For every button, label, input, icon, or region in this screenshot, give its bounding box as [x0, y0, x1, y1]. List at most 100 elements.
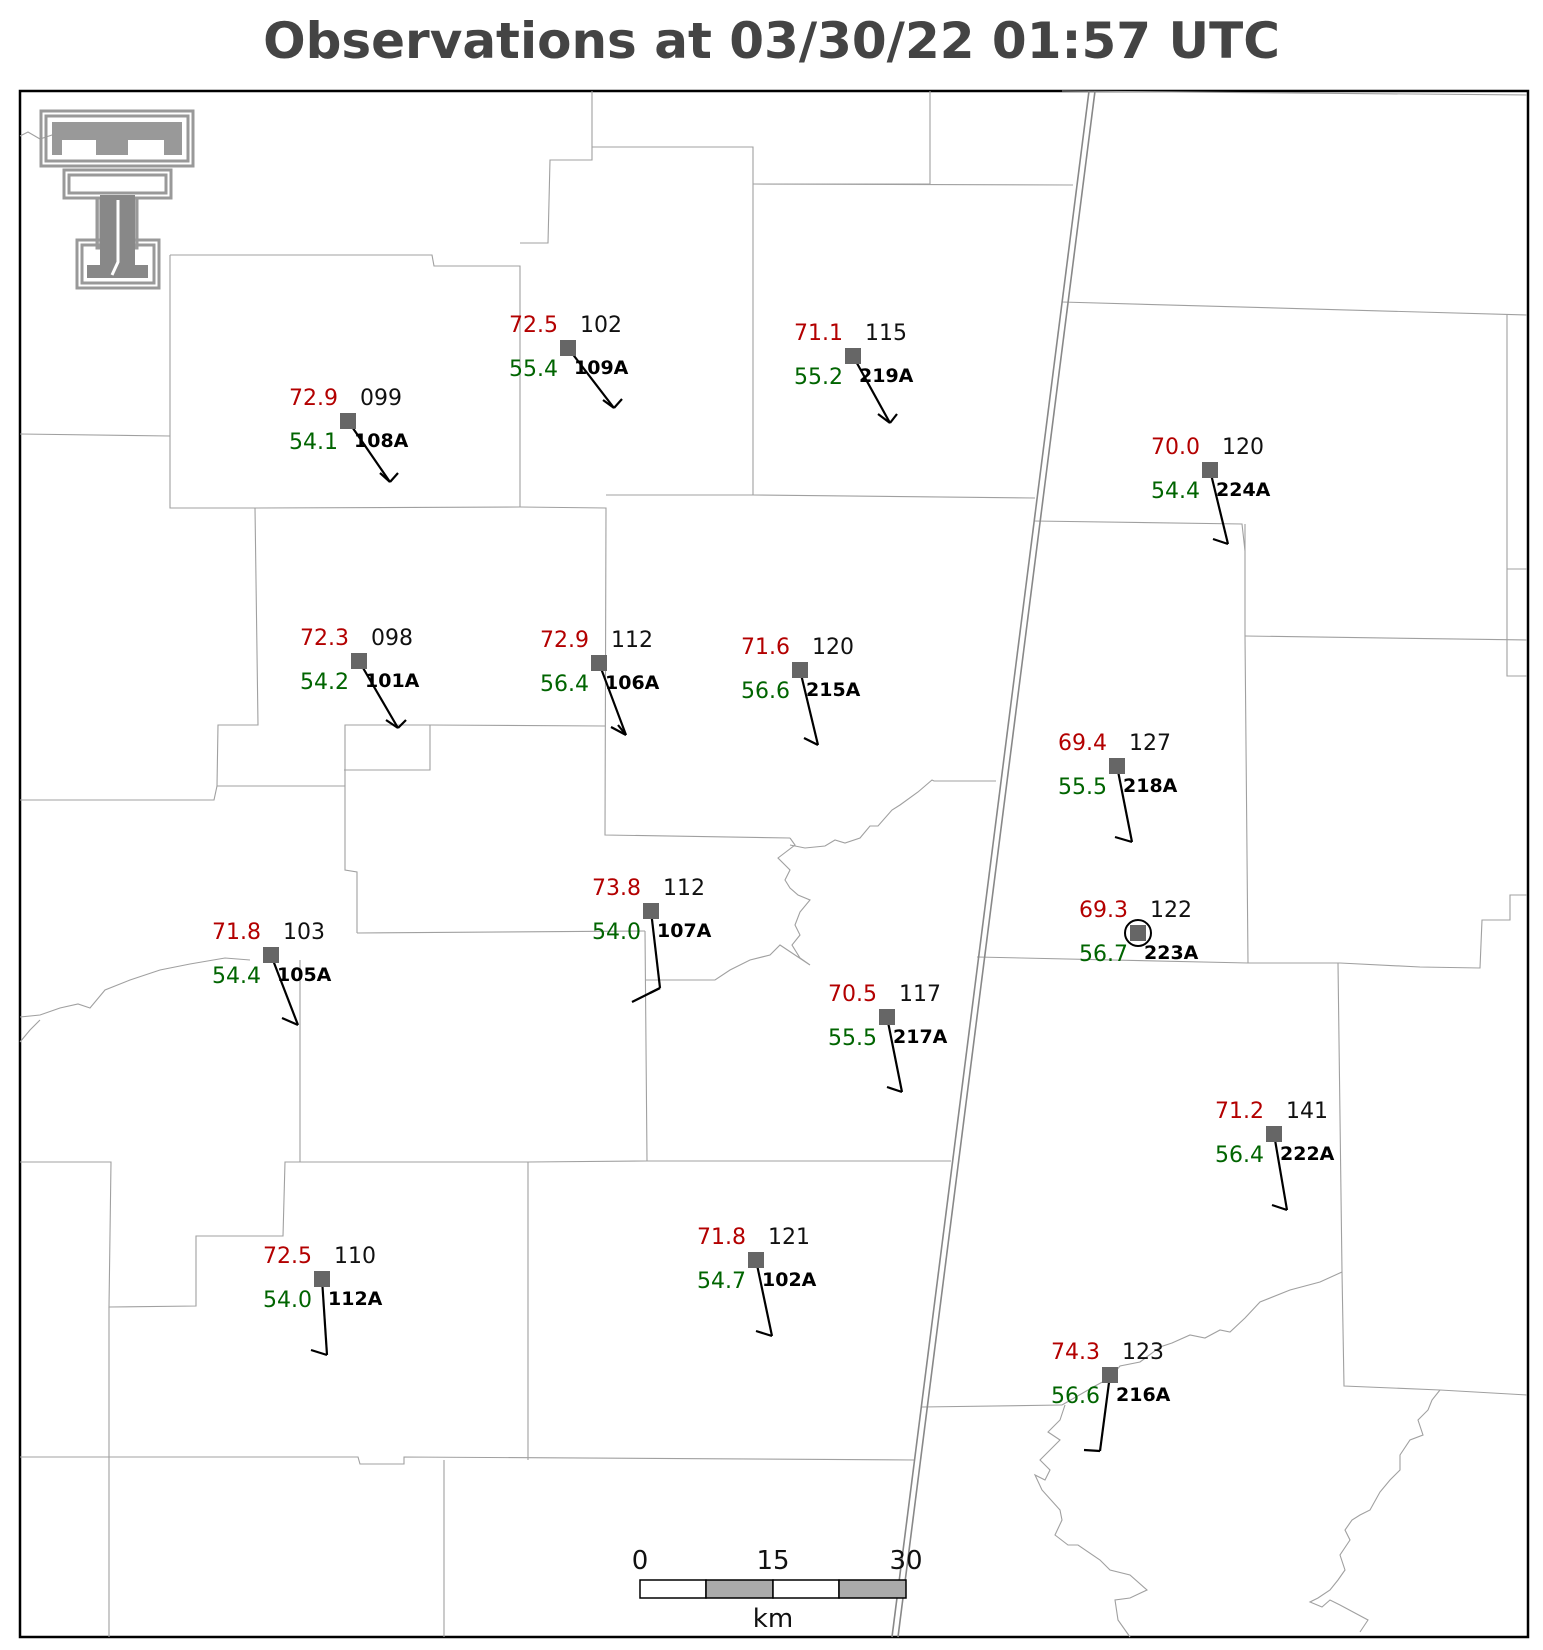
- wind-barb-staff: [269, 954, 300, 1026]
- stations-layer: 72.9 099 54.1 108A 72.5 102 55.4 109A 71.1 115 55.…: [212, 313, 1335, 1453]
- temperature-label: 71.1: [794, 321, 843, 346]
- wind-barb-staff: [649, 910, 662, 989]
- dewpoint-label: 56.7: [1079, 942, 1128, 967]
- wind-barb: [649, 987, 661, 994]
- station-219A: 71.1 115 55.2 219A: [794, 321, 914, 424]
- pressure-label: 115: [865, 321, 907, 346]
- dewpoint-label: 54.2: [300, 670, 349, 695]
- temperature-label: 71.8: [212, 920, 261, 945]
- station-marker: [1266, 1126, 1282, 1142]
- wind-barb: [389, 472, 399, 483]
- temperature-label: 72.5: [263, 1244, 312, 1269]
- wind-barb-staff: [1115, 765, 1134, 843]
- station-marker: [879, 1009, 895, 1025]
- temperature-label: 72.9: [289, 386, 338, 411]
- wind-barb: [803, 737, 819, 746]
- station-id-label: 216A: [1116, 1384, 1171, 1406]
- station-id-label: 107A: [657, 920, 712, 942]
- scale-bar: 0 15 30 km: [632, 1546, 923, 1634]
- temperature-label: 71.6: [741, 635, 790, 660]
- dewpoint-label: 54.7: [697, 1269, 746, 1294]
- temperature-label: 72.5: [509, 313, 558, 338]
- station-marker: [1202, 462, 1218, 478]
- map-frame: [18, 89, 1530, 1639]
- station-marker: [1102, 1367, 1118, 1383]
- pressure-label: 117: [899, 982, 941, 1007]
- wind-barb-staff: [320, 1278, 329, 1356]
- scale-unit: km: [753, 1604, 793, 1634]
- station-106A: 72.9 112 56.4 106A: [540, 628, 660, 736]
- temperature-label: 71.2: [1215, 1099, 1264, 1124]
- temperature-label: 71.8: [697, 1225, 746, 1250]
- wind-barb-staff: [347, 420, 391, 483]
- scale-segment: [772, 1579, 840, 1599]
- pressure-label: 102: [580, 313, 622, 338]
- wind-barb-staff: [1208, 469, 1230, 545]
- station-marker: [351, 653, 367, 669]
- wind-barb: [1114, 835, 1133, 844]
- dewpoint-label: 56.4: [540, 672, 589, 697]
- station-marker: [1109, 758, 1125, 774]
- scale-segment: [705, 1579, 774, 1599]
- scale-segment: [639, 1579, 707, 1599]
- temperature-label: 69.3: [1079, 898, 1128, 923]
- temperature-label: 74.3: [1051, 1340, 1100, 1365]
- station-marker: [314, 1271, 330, 1287]
- station-id-label: 215A: [806, 679, 861, 701]
- wind-barb-staff: [1098, 1374, 1112, 1452]
- pressure-label: 120: [812, 635, 854, 660]
- double-t-logo: [39, 109, 195, 290]
- dewpoint-label: 56.6: [741, 679, 790, 704]
- station-223A: 69.3 122 56.7 223A: [1079, 898, 1199, 967]
- wind-barb: [886, 1085, 903, 1094]
- wind-barb: [397, 719, 407, 729]
- dewpoint-label: 55.5: [1058, 775, 1107, 800]
- pressure-label: 121: [768, 1225, 810, 1250]
- scale-segment: [838, 1579, 907, 1599]
- station-id-label: 105A: [277, 964, 332, 986]
- wind-barb: [613, 398, 623, 409]
- wind-barb-staff: [798, 669, 820, 746]
- station-105A: 71.8 103 54.4 105A: [212, 920, 332, 1027]
- station-marker: [845, 348, 861, 364]
- calm-wind-circle: [1124, 919, 1152, 947]
- pressure-label: 110: [334, 1244, 376, 1269]
- pressure-label: 141: [1286, 1099, 1328, 1124]
- station-id-label: 222A: [1280, 1143, 1335, 1165]
- station-marker: [591, 655, 607, 671]
- dewpoint-label: 56.4: [1215, 1143, 1264, 1168]
- station-id-label: 218A: [1123, 775, 1178, 797]
- pressure-label: 127: [1129, 731, 1171, 756]
- station-id-label: 223A: [1144, 942, 1199, 964]
- state-boundary: [891, 90, 1096, 1638]
- station-102A: 71.8 121 54.7 102A: [697, 1225, 817, 1338]
- dewpoint-label: 55.2: [794, 365, 843, 390]
- wind-barb-staff: [567, 347, 615, 409]
- station-marker: [560, 340, 576, 356]
- station-id-label: 224A: [1216, 479, 1271, 501]
- pressure-label: 120: [1222, 435, 1264, 460]
- station-107A: 73.8 112 54.0 107A: [592, 876, 712, 1003]
- wind-barb: [617, 724, 627, 736]
- dewpoint-label: 55.5: [828, 1026, 877, 1051]
- station-id-label: 106A: [605, 672, 660, 694]
- station-id-label: 102A: [762, 1269, 817, 1291]
- temperature-label: 70.5: [828, 982, 877, 1007]
- dewpoint-label: 54.0: [592, 920, 641, 945]
- wind-barb: [1271, 1203, 1288, 1212]
- station-marker: [1130, 925, 1146, 941]
- wind-barb: [889, 413, 898, 424]
- station-218A: 69.4 127 55.5 218A: [1058, 731, 1178, 844]
- station-216A: 74.3 123 56.6 216A: [1051, 1340, 1171, 1453]
- wind-barb: [1083, 1448, 1101, 1453]
- wind-barb-staff: [852, 355, 891, 424]
- station-id-label: 112A: [328, 1288, 383, 1310]
- scale-label-0: 0: [632, 1546, 649, 1576]
- temperature-label: 70.0: [1151, 435, 1200, 460]
- temperature-label: 72.9: [540, 628, 589, 653]
- temperature-label: 73.8: [592, 876, 641, 901]
- dewpoint-label: 56.6: [1051, 1384, 1100, 1409]
- station-id-label: 108A: [354, 430, 409, 452]
